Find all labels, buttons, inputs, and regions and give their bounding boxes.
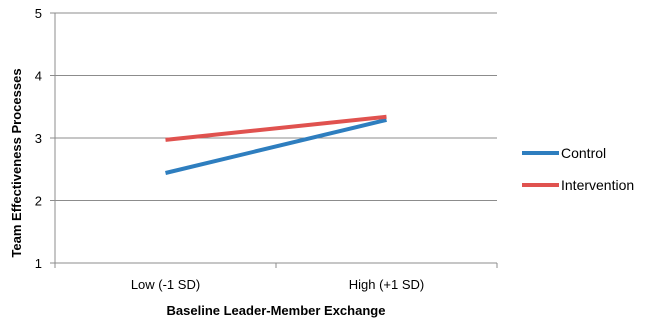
series-line-intervention <box>165 114 387 142</box>
axes <box>50 12 498 268</box>
y-tick-labels: 1 2 3 4 5 <box>35 6 42 271</box>
y-tick-label: 3 <box>35 131 42 146</box>
y-tick-label: 2 <box>35 194 42 209</box>
y-tick-label: 4 <box>35 69 42 84</box>
legend: Control Intervention <box>522 145 634 193</box>
x-axis-title: Baseline Leader-Member Exchange <box>167 303 386 318</box>
x-tick-labels: Low (-1 SD) High (+1 SD) <box>131 277 424 292</box>
series-lines <box>165 114 387 175</box>
legend-label-intervention: Intervention <box>561 177 634 193</box>
y-axis-title: Team Effectiveness Processes <box>9 68 24 257</box>
gridlines <box>55 12 497 201</box>
x-tick-label: High (+1 SD) <box>349 277 425 292</box>
y-tick-label: 1 <box>35 256 42 271</box>
x-tick-label: Low (-1 SD) <box>131 277 200 292</box>
series-line-control <box>165 117 387 175</box>
y-tick-label: 5 <box>35 6 42 21</box>
legend-label-control: Control <box>561 145 606 161</box>
